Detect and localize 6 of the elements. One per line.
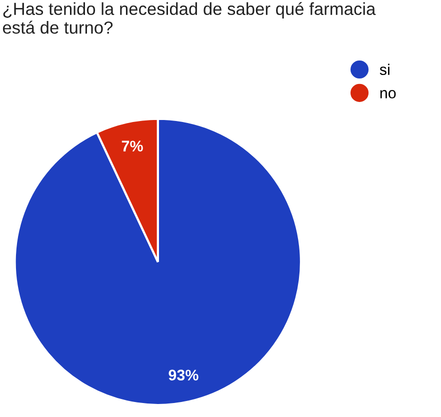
chart-title: ¿Has tenido la necesidad de saber qué farmacia está de turno? [2,2,376,34]
data-label: 7% [122,140,143,152]
legend-label: no [380,90,396,98]
data-label: 93% [168,370,198,381]
pie-slice [14,118,302,406]
legend-label: si [380,64,390,76]
